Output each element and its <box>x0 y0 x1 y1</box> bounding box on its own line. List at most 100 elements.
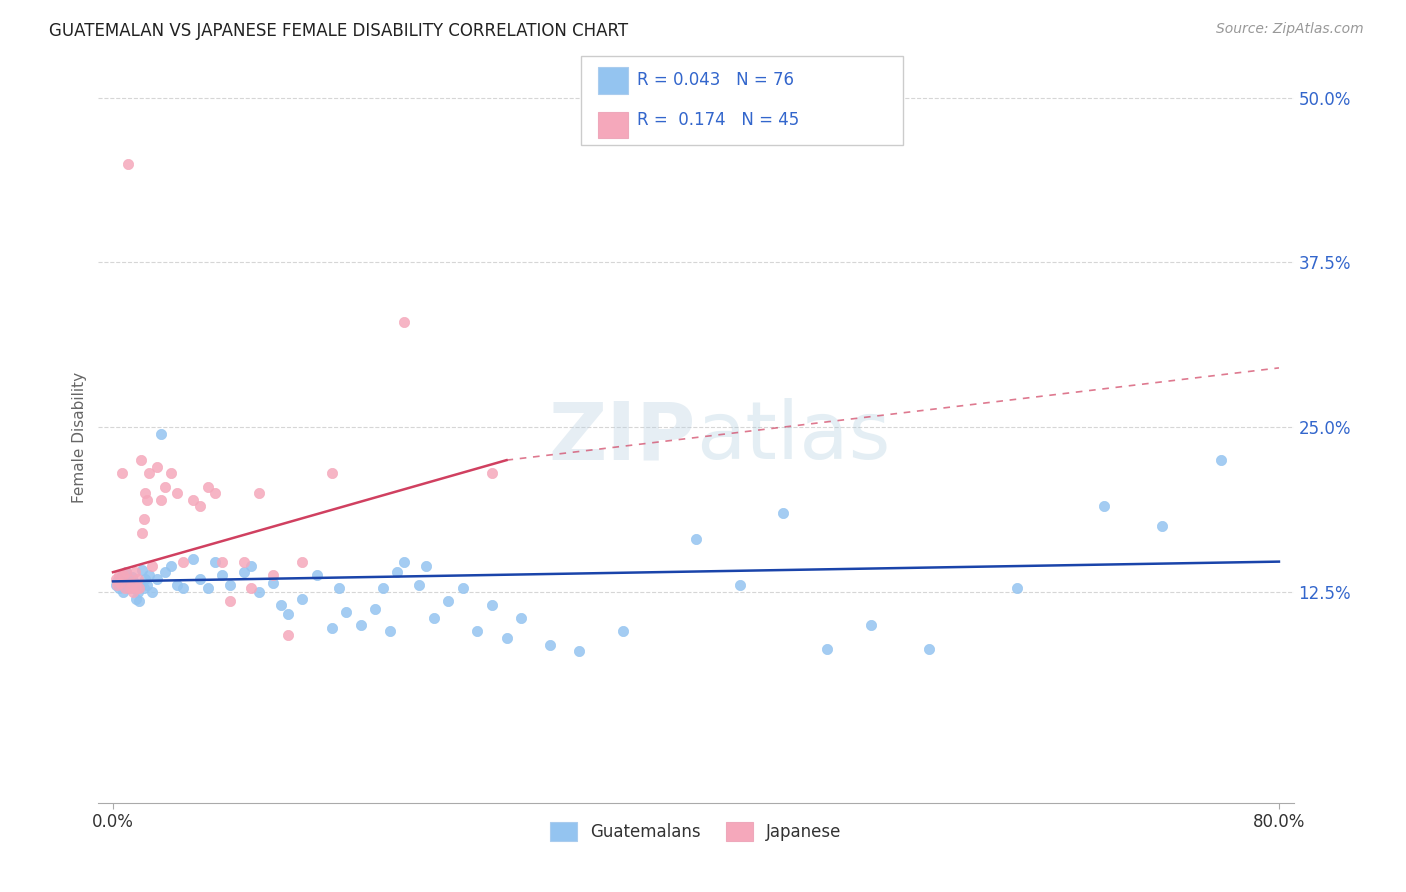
Point <box>728 578 751 592</box>
Point <box>114 581 136 595</box>
Point <box>150 426 173 441</box>
Point <box>115 565 138 579</box>
Point <box>233 565 256 579</box>
Point <box>218 578 240 592</box>
Point <box>125 591 148 606</box>
Point <box>481 598 503 612</box>
Point <box>124 565 146 579</box>
Point <box>112 585 135 599</box>
Point <box>247 585 270 599</box>
Point <box>135 578 157 592</box>
Point <box>155 479 177 493</box>
Point <box>110 575 132 590</box>
Point <box>1092 500 1115 514</box>
Point <box>129 578 152 592</box>
Point <box>172 581 194 595</box>
Point <box>131 562 153 576</box>
Point <box>160 558 183 573</box>
Point <box>105 574 128 589</box>
Point <box>328 581 350 595</box>
Point <box>104 578 127 592</box>
Point <box>422 611 444 625</box>
Point <box>538 638 561 652</box>
Point <box>277 628 299 642</box>
Point <box>121 570 143 584</box>
Point <box>481 467 503 481</box>
Point <box>120 578 142 592</box>
Point <box>364 602 387 616</box>
Point <box>128 581 150 595</box>
Point <box>166 578 188 592</box>
Point <box>204 555 226 569</box>
Point <box>1005 581 1028 595</box>
Point <box>467 624 489 639</box>
Point <box>117 581 139 595</box>
Text: R =  0.174   N = 45: R = 0.174 N = 45 <box>637 111 799 129</box>
Point <box>105 578 128 592</box>
Point <box>277 607 299 622</box>
Point <box>111 567 134 582</box>
Text: ZIP: ZIP <box>548 398 696 476</box>
Point <box>510 611 533 625</box>
Point <box>112 567 135 582</box>
Point <box>145 459 167 474</box>
Point <box>145 572 167 586</box>
Point <box>262 567 284 582</box>
Point <box>108 581 131 595</box>
Point <box>291 591 314 606</box>
Point <box>233 555 256 569</box>
Point <box>918 641 941 656</box>
Point <box>218 594 240 608</box>
Point <box>127 572 149 586</box>
Point <box>172 555 194 569</box>
Point <box>685 533 707 547</box>
Point <box>118 572 141 586</box>
Point <box>197 581 219 595</box>
Point <box>122 585 145 599</box>
Point <box>568 644 591 658</box>
Point <box>394 555 416 569</box>
Point <box>108 567 131 582</box>
Point <box>131 525 153 540</box>
Point <box>408 578 430 592</box>
Point <box>335 605 357 619</box>
Point <box>262 575 284 590</box>
Point <box>125 581 148 595</box>
Point <box>305 567 328 582</box>
Point <box>1152 519 1174 533</box>
Point <box>247 486 270 500</box>
Point <box>350 618 373 632</box>
Point <box>110 572 132 586</box>
Point <box>127 585 149 599</box>
Point <box>111 467 134 481</box>
Point <box>394 315 416 329</box>
Point <box>104 572 127 586</box>
Point <box>270 598 292 612</box>
Point <box>612 624 634 639</box>
Point <box>128 594 150 608</box>
Point <box>141 585 163 599</box>
Point <box>114 575 136 590</box>
Point <box>141 558 163 573</box>
Point <box>240 581 263 595</box>
Point <box>121 575 143 590</box>
Point <box>132 512 155 526</box>
Point <box>859 618 882 632</box>
Point <box>138 467 160 481</box>
Point <box>240 558 263 573</box>
Point <box>451 581 474 595</box>
Point <box>291 555 314 569</box>
Point <box>371 581 394 595</box>
Point <box>211 567 233 582</box>
Point <box>115 565 138 579</box>
Point <box>138 567 160 582</box>
Point <box>135 492 157 507</box>
Point <box>155 565 177 579</box>
Point <box>118 572 141 586</box>
Point <box>321 467 343 481</box>
Point <box>132 581 155 595</box>
Point <box>160 467 183 481</box>
Text: GUATEMALAN VS JAPANESE FEMALE DISABILITY CORRELATION CHART: GUATEMALAN VS JAPANESE FEMALE DISABILITY… <box>49 22 628 40</box>
Point <box>134 572 156 586</box>
Point <box>385 565 409 579</box>
